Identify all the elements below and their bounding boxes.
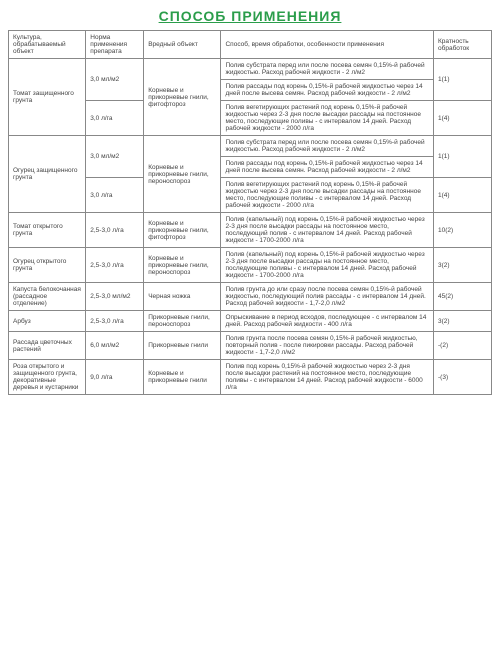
cell-culture: Рассада цветочных растений: [9, 332, 86, 360]
cell-method: Полив грунта после посева семян 0,15%-й …: [221, 332, 434, 360]
cell-mult: 1(1): [434, 136, 492, 178]
cell-method: Полив под корень 0,15%-й рабочей жидкост…: [221, 360, 434, 395]
table-row: Капуста белокочанная (рассадное отделени…: [9, 283, 492, 311]
usage-table: Культура, обрабатываемый объект Норма пр…: [8, 30, 492, 395]
cell-mult: 10(2): [434, 213, 492, 248]
th-norm: Норма применения препарата: [86, 31, 144, 59]
cell-method: Полив вегетирующих растений под корень 0…: [221, 101, 434, 136]
cell-culture: Томат защищенного грунта: [9, 59, 86, 136]
cell-culture: Капуста белокочанная (рассадное отделени…: [9, 283, 86, 311]
cell-norm: 3,0 л/га: [86, 178, 144, 213]
cell-norm: 3,0 мл/м2: [86, 59, 144, 101]
cell-method: Полив субстрата перед или после посева с…: [221, 136, 434, 157]
page-title: СПОСОБ ПРИМЕНЕНИЯ: [8, 8, 492, 24]
cell-mult: 1(4): [434, 178, 492, 213]
table-row: Огурец защищенного грунта 3,0 мл/м2 Корн…: [9, 136, 492, 157]
cell-method: Полив грунта до или сразу после посева с…: [221, 283, 434, 311]
cell-mult: 3(2): [434, 248, 492, 283]
cell-culture: Роза открытого и защищенного грунта, дек…: [9, 360, 86, 395]
cell-obj: Корневые и прикорневые гнили, фитофтороз: [144, 59, 221, 136]
cell-mult: 3(2): [434, 311, 492, 332]
cell-mult: 1(1): [434, 59, 492, 101]
cell-culture: Арбуз: [9, 311, 86, 332]
cell-method: Полив (капельный) под корень 0,15%-й раб…: [221, 248, 434, 283]
cell-mult: 45(2): [434, 283, 492, 311]
cell-norm: 9,0 л/га: [86, 360, 144, 395]
cell-obj: Корневые и прикорневые гнили, фитофтороз: [144, 213, 221, 248]
table-row: Томат открытого грунта 2,5-3,0 л/га Корн…: [9, 213, 492, 248]
cell-norm: 2,5-3,0 л/га: [86, 213, 144, 248]
cell-mult: -(3): [434, 360, 492, 395]
cell-method: Полив субстрата перед или после посева с…: [221, 59, 434, 80]
cell-norm: 3,0 мл/м2: [86, 136, 144, 178]
cell-norm: 3,0 л/га: [86, 101, 144, 136]
cell-method: Полив рассады под корень 0,15%-й рабочей…: [221, 80, 434, 101]
table-row: Огурец открытого грунта 2,5-3,0 л/га Кор…: [9, 248, 492, 283]
cell-obj: Черная ножка: [144, 283, 221, 311]
cell-norm: 2,5-3,0 л/га: [86, 248, 144, 283]
th-method: Способ, время обработки, особенности при…: [221, 31, 434, 59]
th-obj: Вредный объект: [144, 31, 221, 59]
cell-culture: Томат открытого грунта: [9, 213, 86, 248]
th-mult: Кратность обработок: [434, 31, 492, 59]
cell-method: Полив вегетирующих растений под корень 0…: [221, 178, 434, 213]
th-culture: Культура, обрабатываемый объект: [9, 31, 86, 59]
cell-method: Полив рассады под корень 0,15%-й рабочей…: [221, 157, 434, 178]
cell-norm: 2,5-3,0 мл/м2: [86, 283, 144, 311]
cell-method: Опрыскивание в период всходов, последующ…: [221, 311, 434, 332]
cell-culture: Огурец открытого грунта: [9, 248, 86, 283]
cell-mult: 1(4): [434, 101, 492, 136]
table-row: Роза открытого и защищенного грунта, дек…: [9, 360, 492, 395]
cell-obj: Прикорневые гнили: [144, 332, 221, 360]
cell-mult: -(2): [434, 332, 492, 360]
table-row: Томат защищенного грунта 3,0 мл/м2 Корне…: [9, 59, 492, 80]
cell-norm: 2,5-3,0 л/га: [86, 311, 144, 332]
table-row: Арбуз 2,5-3,0 л/га Прикорневые гнили, пе…: [9, 311, 492, 332]
cell-culture: Огурец защищенного грунта: [9, 136, 86, 213]
cell-obj: Корневые и прикорневые гнили, пероноспор…: [144, 248, 221, 283]
cell-obj: Корневые и прикорневые гнили: [144, 360, 221, 395]
cell-obj: Корневые и прикорневые гнили, пероноспор…: [144, 136, 221, 213]
cell-obj: Прикорневые гнили, пероноспороз: [144, 311, 221, 332]
table-row: Рассада цветочных растений 6,0 мл/м2 При…: [9, 332, 492, 360]
cell-method: Полив (капельный) под корень 0,15%-й раб…: [221, 213, 434, 248]
cell-norm: 6,0 мл/м2: [86, 332, 144, 360]
